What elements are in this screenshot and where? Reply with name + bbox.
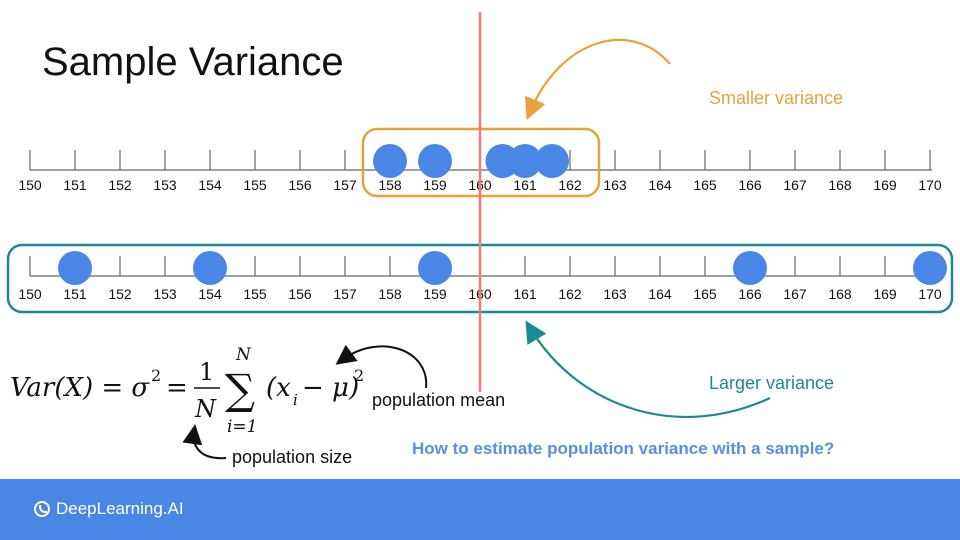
population-size-arrow — [182, 424, 227, 460]
population-size-label: population size — [232, 447, 352, 467]
top-tick-label: 166 — [738, 177, 762, 193]
bottom-tick-label: 156 — [288, 286, 312, 302]
top-tick-label: 170 — [918, 177, 942, 193]
bottom-tick-label: 164 — [648, 286, 672, 302]
top-tick-label: 154 — [198, 177, 222, 193]
formula-sigma-square: 2 — [151, 366, 161, 385]
top-tick-label: 167 — [783, 177, 807, 193]
bottom-sample-point — [193, 251, 227, 285]
bottom-tick-label: 154 — [198, 286, 222, 302]
top-tick-label: 157 — [333, 177, 357, 193]
bottom-tick-label: 170 — [918, 286, 942, 302]
top-tick-label: 161 — [513, 177, 537, 193]
top-sample-points — [373, 144, 569, 178]
top-tick-label: 165 — [693, 177, 717, 193]
population-mean-label: population mean — [372, 390, 505, 410]
formula-sum-upper: N — [235, 345, 252, 365]
formula-sum-lower: i=1 — [227, 417, 258, 437]
formula-numerator: 1 — [199, 358, 214, 386]
formula-term-mu: − μ) — [302, 373, 359, 403]
bottom-tick-labels: 1501511521531541551561571581591601611621… — [18, 286, 942, 302]
top-tick-label: 164 — [648, 177, 672, 193]
bottom-sample-point — [733, 251, 767, 285]
larger-variance-label: Larger variance — [709, 373, 834, 393]
question-text: How to estimate population variance with… — [412, 439, 834, 458]
bottom-tick-label: 162 — [558, 286, 582, 302]
top-sample-point — [535, 144, 569, 178]
top-tick-label: 151 — [63, 177, 87, 193]
bottom-sample-point — [418, 251, 452, 285]
formula-equals: = — [166, 373, 188, 403]
bottom-tick-label: 163 — [603, 286, 627, 302]
page-title: Sample Variance — [42, 40, 344, 84]
larger-variance-arrow — [525, 320, 771, 418]
top-tick-label: 155 — [243, 177, 267, 193]
bottom-tick-label: 158 — [378, 286, 402, 302]
variance-formula: Var(X) = σ 2 = 1 N ∑ N i=1 (x i − μ) 2 — [10, 345, 364, 437]
formula-term-square: 2 — [354, 366, 364, 385]
top-tick-label: 159 — [423, 177, 447, 193]
brand-logo[interactable]: DeepLearning.AI — [34, 499, 184, 519]
deeplearning-logo-icon — [34, 501, 50, 517]
formula-lhs: Var(X) = σ — [10, 373, 150, 403]
variance-diagram: 1501511521531541551561571581591601611621… — [6, 12, 954, 467]
formula-sum-sign: ∑ — [225, 365, 255, 414]
formula-denominator: N — [194, 395, 217, 423]
bottom-tick-label: 157 — [333, 286, 357, 302]
formula-term-sub: i — [293, 391, 298, 409]
top-tick-label: 158 — [378, 177, 402, 193]
bottom-sample-point — [58, 251, 92, 285]
bottom-tick-label: 155 — [243, 286, 267, 302]
bottom-tick-label: 150 — [18, 286, 42, 302]
bottom-tick-label: 153 — [153, 286, 177, 302]
bottom-tick-label: 152 — [108, 286, 132, 302]
top-tick-label: 169 — [873, 177, 897, 193]
top-tick-label: 152 — [108, 177, 132, 193]
bottom-tick-label: 166 — [738, 286, 762, 302]
bottom-tick-label: 169 — [873, 286, 897, 302]
brand-name: DeepLearning.AI — [56, 499, 184, 518]
top-tick-label: 150 — [18, 177, 42, 193]
formula-term-x: (x — [266, 373, 291, 403]
bottom-sample-point — [913, 251, 947, 285]
top-tick-label: 162 — [558, 177, 582, 193]
population-mean-arrow — [335, 344, 428, 389]
smaller-variance-arrow — [524, 38, 671, 121]
footer-bar: DeepLearning.AI — [0, 479, 960, 540]
top-tick-label: 153 — [153, 177, 177, 193]
bottom-tick-label: 151 — [63, 286, 87, 302]
top-sample-point — [508, 144, 542, 178]
bottom-tick-label: 168 — [828, 286, 852, 302]
top-sample-point — [373, 144, 407, 178]
bottom-sample-points — [58, 251, 947, 285]
top-tick-label: 156 — [288, 177, 312, 193]
top-tick-label: 163 — [603, 177, 627, 193]
bottom-tick-label: 159 — [423, 286, 447, 302]
bottom-tick-label: 167 — [783, 286, 807, 302]
bottom-tick-label: 165 — [693, 286, 717, 302]
top-tick-labels: 1501511521531541551561571581591601611621… — [18, 177, 942, 193]
smaller-variance-label: Smaller variance — [709, 88, 843, 108]
top-sample-point — [418, 144, 452, 178]
top-tick-label: 168 — [828, 177, 852, 193]
bottom-tick-label: 161 — [513, 286, 537, 302]
